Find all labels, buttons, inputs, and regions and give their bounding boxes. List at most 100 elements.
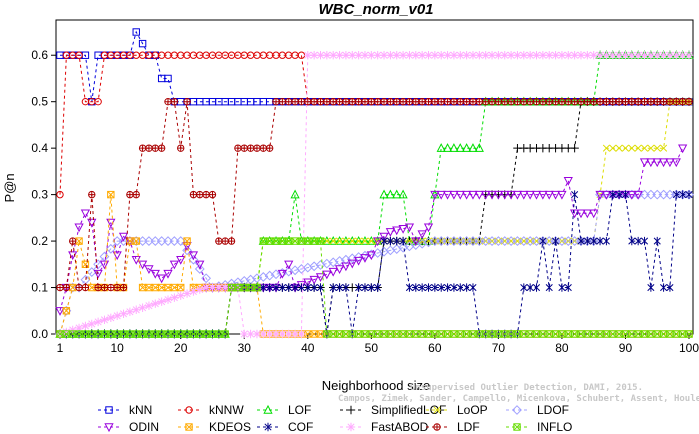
data-point bbox=[429, 236, 440, 246]
data-point bbox=[81, 260, 90, 269]
data-point bbox=[342, 237, 350, 245]
data-point bbox=[633, 190, 643, 200]
series-ldof bbox=[55, 189, 694, 339]
data-point bbox=[461, 190, 472, 200]
data-point bbox=[157, 297, 166, 306]
data-point bbox=[336, 283, 344, 292]
data-point bbox=[512, 236, 523, 246]
plot-frame bbox=[55, 19, 694, 335]
data-point bbox=[461, 236, 472, 246]
data-point bbox=[569, 236, 580, 246]
data-point bbox=[665, 189, 675, 200]
data-point bbox=[360, 254, 370, 263]
series-group bbox=[55, 28, 694, 339]
data-point bbox=[405, 283, 413, 292]
data-point bbox=[647, 283, 655, 292]
data-point bbox=[328, 267, 338, 277]
data-point bbox=[437, 51, 446, 60]
y-tick-label: 0.1 bbox=[31, 281, 48, 295]
data-point bbox=[557, 51, 567, 60]
data-point bbox=[493, 236, 504, 246]
series-knnw bbox=[56, 51, 693, 199]
data-point bbox=[678, 144, 688, 154]
data-point bbox=[595, 51, 605, 60]
data-point bbox=[468, 190, 478, 200]
data-point bbox=[615, 144, 623, 152]
data-point bbox=[685, 330, 693, 338]
data-point bbox=[271, 329, 281, 339]
data-point bbox=[99, 260, 110, 270]
data-point bbox=[589, 51, 598, 60]
series-line bbox=[59, 54, 689, 335]
data-point bbox=[93, 269, 103, 279]
data-point bbox=[348, 51, 357, 60]
data-point bbox=[506, 190, 516, 200]
series-line bbox=[59, 54, 689, 195]
data-point bbox=[106, 313, 116, 323]
y-tick-label: 0.5 bbox=[31, 95, 48, 109]
data-point bbox=[557, 190, 567, 200]
data-point bbox=[201, 273, 212, 284]
data-point bbox=[430, 190, 440, 200]
data-point bbox=[480, 236, 491, 246]
data-point bbox=[436, 236, 447, 246]
data-point bbox=[513, 51, 522, 60]
series-simplifiedlof bbox=[55, 97, 694, 339]
data-point bbox=[336, 237, 344, 245]
x-tick-label: 80 bbox=[555, 341, 569, 355]
data-point bbox=[322, 270, 332, 280]
data-point bbox=[132, 305, 141, 314]
data-point bbox=[539, 236, 547, 246]
data-point bbox=[601, 190, 612, 200]
data-point bbox=[379, 232, 389, 242]
legend-item-odin: ODIN bbox=[98, 420, 159, 434]
x-axis-label: Neighborhood size bbox=[322, 378, 430, 393]
data-point bbox=[398, 189, 408, 199]
data-point bbox=[582, 209, 592, 219]
legend-label: kNNW bbox=[209, 403, 244, 417]
data-point bbox=[506, 51, 516, 60]
data-point bbox=[570, 209, 580, 219]
legend-marker bbox=[105, 406, 113, 414]
data-point bbox=[615, 190, 623, 199]
x-tick-label: 20 bbox=[174, 341, 188, 355]
data-point bbox=[144, 301, 154, 310]
series-line bbox=[59, 194, 689, 335]
data-point bbox=[68, 325, 77, 335]
data-point bbox=[532, 51, 541, 60]
data-point bbox=[347, 236, 357, 245]
x-tick-label: 1 bbox=[57, 341, 64, 355]
data-point bbox=[628, 236, 636, 246]
data-point bbox=[564, 283, 572, 292]
legend-marker bbox=[346, 422, 356, 432]
legend-item-ldof: LDOF bbox=[506, 403, 569, 417]
data-point bbox=[437, 283, 445, 292]
data-point bbox=[558, 283, 566, 292]
legend-item-fastabod: FastABOD bbox=[340, 420, 429, 434]
data-point bbox=[386, 51, 395, 60]
data-point bbox=[360, 51, 370, 60]
data-point bbox=[494, 51, 503, 60]
data-point bbox=[449, 143, 459, 152]
data-point bbox=[659, 51, 668, 60]
data-point bbox=[284, 329, 293, 339]
data-point bbox=[450, 283, 458, 292]
data-point bbox=[474, 143, 484, 152]
legend-label: ODIN bbox=[129, 420, 159, 434]
data-point bbox=[132, 237, 140, 245]
data-point bbox=[570, 143, 579, 153]
series-ldf bbox=[56, 97, 693, 292]
data-point bbox=[361, 237, 369, 245]
data-point bbox=[424, 51, 433, 60]
x-tick-label: 70 bbox=[492, 341, 506, 355]
data-point bbox=[316, 51, 325, 60]
data-point bbox=[653, 51, 662, 60]
data-point bbox=[137, 260, 148, 270]
data-point bbox=[665, 158, 675, 168]
data-point bbox=[647, 144, 655, 152]
data-point bbox=[520, 283, 528, 292]
data-point bbox=[329, 51, 338, 60]
legend-label: LOF bbox=[288, 403, 311, 417]
data-point bbox=[62, 307, 71, 315]
series-line bbox=[60, 101, 689, 335]
